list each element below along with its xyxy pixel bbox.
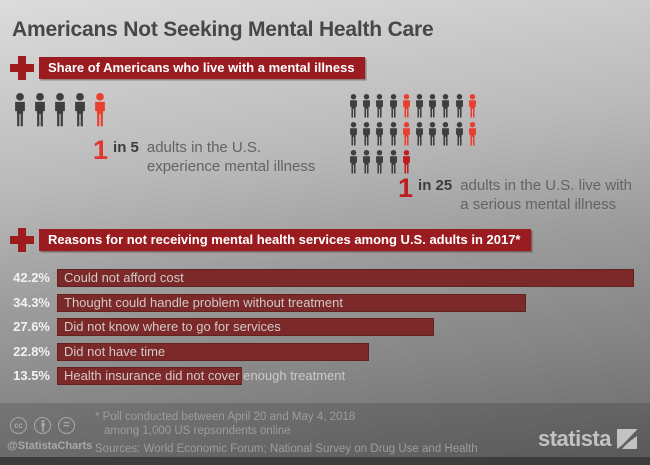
pictogram-row — [12, 93, 108, 127]
person-icon — [374, 94, 385, 118]
stat-description: adults in the U.S. live with a serious me… — [460, 177, 632, 213]
person-icon — [348, 94, 359, 118]
cc-icon: cc — [10, 417, 27, 434]
stat-1-in-5: 1 in 5 adults in the U.S. experience ment… — [93, 135, 316, 176]
medical-cross-icon — [10, 228, 34, 252]
person-icon — [72, 93, 88, 127]
person-icon — [52, 93, 68, 127]
bar — [57, 318, 435, 337]
person-icon — [467, 122, 478, 146]
person-icon — [427, 122, 438, 146]
stat-ratio: in 5 — [113, 139, 139, 156]
person-icon — [467, 94, 478, 118]
pictogram-row — [348, 150, 478, 174]
person-icon — [454, 122, 465, 146]
bar-chart: 42.2% Could not afford cost 34.3% Thought c… — [0, 269, 650, 394]
statista-logo: statista — [538, 428, 637, 450]
bar — [57, 293, 526, 312]
stat-number: 1 — [93, 135, 109, 165]
person-icon — [361, 150, 372, 174]
bar-category-label: Did not have time — [64, 343, 166, 359]
cc-equal-icon: = — [58, 417, 75, 434]
bar-row: 42.2% Could not afford cost — [0, 269, 650, 287]
stat-ratio: in 25 — [418, 177, 453, 194]
bar-value-label: 27.6% — [13, 319, 50, 335]
stat-1-in-25: 1 in 25 adults in the U.S. live with a se… — [398, 173, 632, 214]
person-icon — [388, 122, 399, 146]
pictogram-row — [348, 122, 478, 146]
bar-row: 13.5% Health insurance did not cover enou… — [0, 367, 650, 386]
bar-value-label: 42.2% — [13, 270, 50, 285]
pictogram-1-in-5 — [12, 93, 108, 127]
bar-value-label: 22.8% — [13, 343, 50, 359]
medical-cross-icon — [10, 56, 34, 80]
person-icon — [440, 94, 451, 118]
person-icon — [414, 122, 425, 146]
pictogram-1-in-25 — [348, 94, 478, 178]
bar-category-label: Did not know where to go for services — [64, 319, 281, 335]
statista-logo-icon — [617, 429, 637, 449]
footer-bar: cc = @StatistaCharts * Poll conducted be… — [0, 403, 650, 457]
bar-category-label: Could not afford cost — [64, 270, 184, 285]
creative-commons-badges: cc = — [10, 417, 75, 434]
person-icon — [374, 150, 385, 174]
reasons-banner: Reasons for not receiving mental health … — [39, 229, 531, 251]
footnote-line2: among 1,000 US repsondents online — [104, 425, 291, 437]
person-icon — [401, 94, 412, 118]
section-header-illness: Share of Americans who live with a menta… — [10, 56, 365, 80]
person-icon — [374, 122, 385, 146]
person-icon — [361, 122, 372, 146]
bar — [57, 342, 369, 361]
bar-row: 22.8% Did not have time — [0, 342, 650, 361]
pictogram-row — [348, 94, 478, 118]
stat-description: adults in the U.S. experience mental illn… — [146, 139, 316, 175]
bar-value-label: 34.3% — [13, 294, 50, 310]
person-icon — [12, 93, 28, 127]
person-icon — [454, 94, 465, 118]
bar — [57, 269, 634, 287]
person-icon — [32, 93, 48, 127]
person-icon — [348, 150, 359, 174]
bar — [57, 367, 242, 386]
stat-number: 1 — [398, 173, 414, 203]
person-icon — [427, 94, 438, 118]
person-icon — [401, 122, 412, 146]
cc-attribution-icon — [34, 417, 51, 434]
person-icon — [92, 93, 108, 127]
person-icon — [414, 94, 425, 118]
footnote-line1: * Poll conducted between April 20 and Ma… — [95, 411, 356, 423]
bar-category-label: Thought could handle problem without tre… — [64, 294, 343, 310]
bar-category-label: Health insurance did not cover enough tr… — [64, 368, 346, 384]
bar-row: 34.3% Thought could handle problem withou… — [0, 293, 650, 312]
person-icon — [361, 94, 372, 118]
sources-line: Sources: World Economic Forum; National … — [95, 443, 478, 455]
bar-row: 27.6% Did not know where to go for servic… — [0, 318, 650, 337]
illness-banner: Share of Americans who live with a menta… — [39, 57, 365, 79]
person-icon — [348, 122, 359, 146]
person-icon — [388, 94, 399, 118]
bar-value-label: 13.5% — [13, 368, 50, 384]
person-icon — [388, 150, 399, 174]
statista-charts-handle: @StatistaCharts — [7, 440, 93, 452]
person-icon — [440, 122, 451, 146]
person-icon — [401, 150, 412, 174]
statista-wordmark: statista — [537, 426, 612, 451]
page-title: Americans Not Seeking Mental Health Care — [12, 18, 434, 41]
section-header-reasons: Reasons for not receiving mental health … — [10, 228, 531, 252]
bottom-edge — [0, 457, 650, 465]
